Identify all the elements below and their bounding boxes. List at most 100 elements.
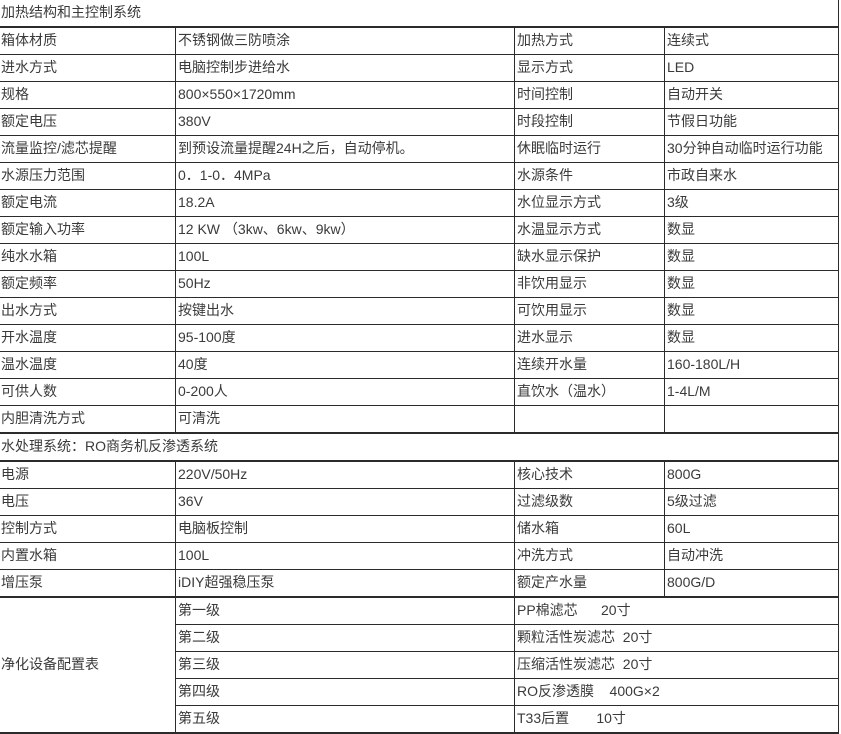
merged-label-cell: 净化设备配置表 [0, 596, 176, 734]
filter-stage-cell: 第四级 [175, 678, 515, 706]
spec-value-cell: 40度 [175, 351, 515, 379]
spec-label-cell: 休眠临时运行 [514, 135, 665, 163]
section-title: 加热结构和主控制系统 [0, 0, 839, 28]
spec-label-cell: 额定电压 [0, 108, 176, 136]
spec-label-cell: 水源条件 [514, 162, 665, 190]
table-row: 额定频率 50Hz 非饮用显示 数显 [0, 270, 839, 298]
spec-label-cell: 加热方式 [514, 26, 665, 55]
spec-value-cell [664, 405, 839, 434]
spec-label-cell: 控制方式 [0, 515, 176, 543]
filter-stage-cell: 第一级 [175, 596, 515, 625]
spec-value-cell: 按键出水 [175, 297, 515, 325]
spec-label-cell: 增压泵 [0, 569, 176, 598]
spec-label-cell: 额定产水量 [514, 569, 665, 598]
table-row: 流量监控/滤芯提醒 到预设流量提醒24H之后，自动停机。 休眠临时运行 30分钟自动临… [0, 135, 839, 163]
spec-value-cell: 800G/D [664, 569, 839, 598]
spec-label-cell: 电压 [0, 488, 176, 516]
section-title-row: 加热结构和主控制系统 [0, 0, 839, 28]
spec-label-cell: 箱体材质 [0, 26, 176, 55]
table-row: 进水方式 电脑控制步进给水 显示方式 LED [0, 54, 839, 82]
table-row: 第五级 T33后置 10寸 [0, 705, 839, 734]
spec-value-cell: 800×550×1720mm [175, 81, 515, 109]
filter-spec-cell: T33后置 10寸 [514, 705, 839, 734]
spec-label-cell: 连续开水量 [514, 351, 665, 379]
filter-stage-cell: 第二级 [175, 624, 515, 652]
spec-value-cell: 不锈钢做三防喷涂 [175, 26, 515, 55]
spec-label-cell: 核心技术 [514, 460, 665, 489]
table-row: 额定输入功率 12 KW （3kw、6kw、9kw） 水温显示方式 数显 [0, 216, 839, 244]
filter-spec-cell: 颗粒活性炭滤芯 20寸 [514, 624, 839, 652]
table-row: 内胆清洗方式 可清洗 [0, 405, 839, 434]
spec-value-cell: 1-4L/M [664, 378, 839, 406]
section-title: 水处理系统：RO商务机反渗透系统 [0, 432, 839, 462]
spec-value-cell: 数显 [664, 324, 839, 352]
spec-label-cell: 直饮水（温水） [514, 378, 665, 406]
spec-value-cell: LED [664, 54, 839, 82]
spec-label-cell: 纯水水箱 [0, 243, 176, 271]
spec-value-cell: 到预设流量提醒24H之后，自动停机。 [175, 135, 515, 163]
spec-label-cell: 缺水显示保护 [514, 243, 665, 271]
spec-label-cell: 出水方式 [0, 297, 176, 325]
spec-value-cell: 36V [175, 488, 515, 516]
table-row: 内置水箱 100L 冲洗方式 自动冲洗 [0, 542, 839, 570]
spec-label-cell: 非饮用显示 [514, 270, 665, 298]
spec-label-cell: 水温显示方式 [514, 216, 665, 244]
table-row: 第三级 压缩活性炭滤芯 20寸 [0, 651, 839, 679]
spec-value-cell: 自动冲洗 [664, 542, 839, 570]
spec-value-cell: 自动开关 [664, 81, 839, 109]
spec-value-cell: 可清洗 [175, 405, 515, 434]
spec-value-cell: 电脑板控制 [175, 515, 515, 543]
table-row: 开水温度 95-100度 进水显示 数显 [0, 324, 839, 352]
spec-value-cell: iDIY超强稳压泵 [175, 569, 515, 598]
filter-spec-cell: RO反渗透膜 400G×2 [514, 678, 839, 706]
table-row: 第四级 RO反渗透膜 400G×2 [0, 678, 839, 706]
spec-label-cell: 进水显示 [514, 324, 665, 352]
spec-label-cell: 额定输入功率 [0, 216, 176, 244]
spec-label-cell: 时间控制 [514, 81, 665, 109]
table-row: 纯水水箱 100L 缺水显示保护 数显 [0, 243, 839, 271]
section-title-row: 水处理系统：RO商务机反渗透系统 [0, 432, 839, 462]
spec-value-cell: 95-100度 [175, 324, 515, 352]
spec-label-cell: 进水方式 [0, 54, 176, 82]
table-row: 增压泵 iDIY超强稳压泵 额定产水量 800G/D [0, 569, 839, 598]
spec-value-cell: 60L [664, 515, 839, 543]
spec-label-cell: 显示方式 [514, 54, 665, 82]
table-row: 水源压力范围 0．1-0．4MPa 水源条件 市政自来水 [0, 162, 839, 190]
spec-value-cell: 12 KW （3kw、6kw、9kw） [175, 216, 515, 244]
spec-value-cell: 数显 [664, 243, 839, 271]
table-row: 箱体材质 不锈钢做三防喷涂 加热方式 连续式 [0, 26, 839, 55]
spec-label-cell: 额定频率 [0, 270, 176, 298]
table-row: 净化设备配置表 第一级 PP棉滤芯 20寸 [0, 596, 839, 734]
table-row: 可供人数 0-200人 直饮水（温水） 1-4L/M [0, 378, 839, 406]
spec-value-cell: 数显 [664, 297, 839, 325]
table-row: 控制方式 电脑板控制 储水箱 60L [0, 515, 839, 543]
spec-value-cell: 3级 [664, 189, 839, 217]
filter-spec-cell: PP棉滤芯 20寸 [514, 596, 839, 625]
spec-value-cell: 380V [175, 108, 515, 136]
spec-value-cell: 市政自来水 [664, 162, 839, 190]
spec-label-cell: 流量监控/滤芯提醒 [0, 135, 176, 163]
spec-value-cell: 数显 [664, 270, 839, 298]
spec-value-cell: 电脑控制步进给水 [175, 54, 515, 82]
spec-value-cell: 50Hz [175, 270, 515, 298]
spec-label-cell: 内胆清洗方式 [0, 405, 176, 434]
table-row: 额定电流 18.2A 水位显示方式 3级 [0, 189, 839, 217]
spec-value-cell: 5级过滤 [664, 488, 839, 516]
table-row: 温水温度 40度 连续开水量 160-180L/H [0, 351, 839, 379]
spec-value-cell: 220V/50Hz [175, 460, 515, 489]
table-row: 出水方式 按键出水 可饮用显示 数显 [0, 297, 839, 325]
spec-label-cell: 水位显示方式 [514, 189, 665, 217]
spec-value-cell: 800G [664, 460, 839, 489]
spec-label-cell: 时段控制 [514, 108, 665, 136]
spec-value-cell: 100L [175, 542, 515, 570]
spec-label-cell: 额定电流 [0, 189, 176, 217]
spec-value-cell: 100L [175, 243, 515, 271]
spec-value-cell: 连续式 [664, 26, 839, 55]
spec-value-cell: 数显 [664, 216, 839, 244]
spec-value-cell: 0-200人 [175, 378, 515, 406]
spec-label-cell: 储水箱 [514, 515, 665, 543]
spec-label-cell [514, 405, 665, 434]
